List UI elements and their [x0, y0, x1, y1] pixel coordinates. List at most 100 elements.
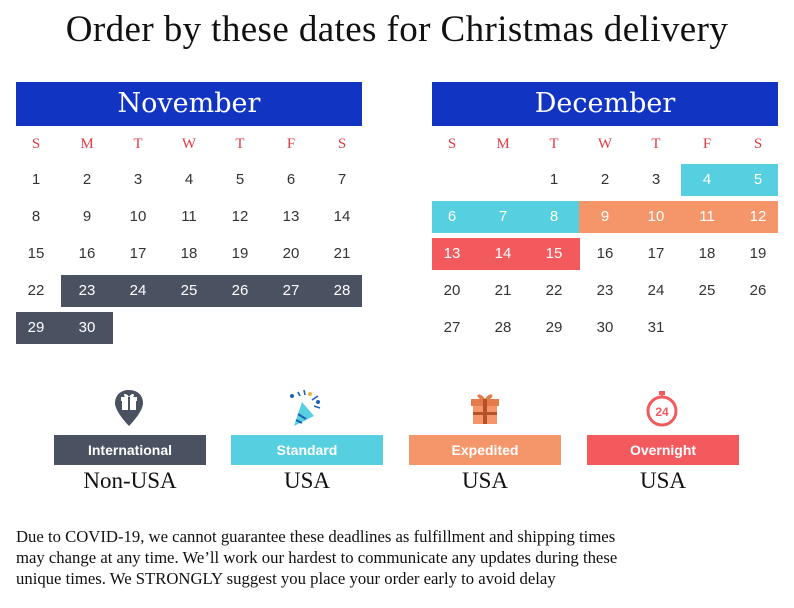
gift-box-icon	[463, 386, 507, 430]
standard-shipping-band	[432, 201, 580, 233]
day-cell: 20	[282, 245, 300, 262]
day-cell: 19	[231, 245, 249, 262]
weekday-label: F	[702, 136, 712, 152]
day-cell: 15	[545, 245, 563, 262]
day-cell: 17	[647, 245, 665, 262]
day-cell: 28	[333, 282, 351, 299]
notice-line: may change at any time. We’ll work our h…	[16, 548, 618, 567]
weekday-label: T	[235, 136, 245, 152]
day-cell: 22	[545, 282, 563, 299]
month-header: November	[16, 82, 362, 126]
day-cell: 26	[749, 282, 767, 299]
day-cell: 4	[702, 171, 712, 188]
svg-text:24: 24	[655, 405, 669, 419]
day-cell: 12	[749, 208, 767, 225]
day-cell: 5	[235, 171, 245, 188]
day-cell: 16	[78, 245, 96, 262]
day-cell: 7	[498, 208, 508, 225]
day-cell: 24	[647, 282, 665, 299]
standard-shipping-band	[681, 164, 778, 196]
standard-legend-bar: Standard	[231, 435, 383, 465]
day-cell: 21	[494, 282, 512, 299]
day-cell: 6	[447, 208, 457, 225]
day-cell: 13	[282, 208, 300, 225]
day-cell: 1	[31, 171, 41, 188]
day-cell: 18	[698, 245, 716, 262]
day-cell: 7	[337, 171, 347, 188]
international-region-label: Non-USA	[83, 468, 177, 493]
day-cell: 18	[180, 245, 198, 262]
day-grid: 1 2 3 4 5 6 7 8 9 10 11 12 13 14 15 16 17 18 19 20 21 22 23 24 2…	[432, 162, 778, 352]
day-cell: 22	[27, 282, 45, 299]
weekday-label: T	[133, 136, 143, 152]
day-cell: 9	[82, 208, 92, 225]
day-cell: 10	[647, 208, 665, 225]
weekday-header-row: S M T W T F S	[432, 126, 778, 162]
weekday-label: W	[597, 136, 613, 152]
day-cell: 4	[184, 171, 194, 188]
international-shipping-band	[61, 275, 362, 307]
day-cell: 11	[699, 208, 715, 225]
day-cell: 21	[333, 245, 351, 262]
notice-line: Due to COVID-19, we cannot guarantee the…	[16, 527, 616, 546]
day-cell: 13	[443, 245, 461, 262]
covid-notice: Due to COVID-19, we cannot guarantee the…	[16, 526, 786, 589]
day-cell: 27	[443, 319, 461, 336]
overnight-legend-bar: Overnight	[587, 435, 739, 465]
day-cell: 29	[545, 319, 563, 336]
day-cell: 3	[133, 171, 143, 188]
day-cell: 23	[78, 282, 96, 299]
day-cell: 28	[494, 319, 512, 336]
day-cell: 19	[749, 245, 767, 262]
day-cell: 8	[549, 208, 559, 225]
day-cell: 9	[600, 208, 610, 225]
page-title: Order by these dates for Christmas deliv…	[65, 9, 729, 50]
day-cell: 25	[698, 282, 716, 299]
gift-location-pin-icon	[107, 386, 151, 430]
weekday-label: M	[80, 136, 94, 152]
notice-line: unique times. We STRONGLY suggest you pl…	[16, 569, 556, 588]
day-cell: 12	[231, 208, 249, 225]
day-cell: 1	[549, 171, 559, 188]
weekday-label: S	[337, 136, 347, 152]
day-cell: 23	[596, 282, 614, 299]
day-cell: 30	[596, 319, 614, 336]
international-shipping-band	[16, 312, 113, 344]
day-cell: 2	[600, 171, 610, 188]
party-popper-icon	[284, 386, 328, 430]
weekday-label: S	[31, 136, 41, 152]
expedited-region-label: USA	[461, 468, 508, 493]
day-cell: 8	[31, 208, 41, 225]
day-cell: 10	[129, 208, 147, 225]
month-header: December	[432, 82, 778, 126]
day-cell: 5	[753, 171, 763, 188]
weekday-label: S	[753, 136, 763, 152]
weekday-label: F	[286, 136, 296, 152]
expedited-shipping-band	[579, 201, 778, 233]
day-cell: 25	[180, 282, 198, 299]
weekday-label: W	[181, 136, 197, 152]
weekday-header-row: S M T W T F S	[16, 126, 362, 162]
day-cell: 11	[181, 208, 197, 225]
weekday-label: T	[651, 136, 661, 152]
day-cell: 14	[333, 208, 351, 225]
day-cell: 14	[494, 245, 512, 262]
december-calendar: December S M T W T F S 1 2 3 4 5 6 7 8 9 10 11 12 13…	[432, 82, 778, 352]
day-cell: 6	[286, 171, 296, 188]
weekday-label: T	[549, 136, 559, 152]
day-cell: 24	[129, 282, 147, 299]
day-cell: 15	[27, 245, 45, 262]
day-cell: 27	[282, 282, 300, 299]
weekday-label: M	[496, 136, 510, 152]
november-calendar: November S M T W T F S 1 2 3 4 5 6 7 8 9 10 11 12 13…	[16, 82, 362, 352]
overnight-shipping-band	[432, 238, 580, 270]
day-cell: 3	[651, 171, 661, 188]
day-cell: 16	[596, 245, 614, 262]
weekday-label: S	[447, 136, 457, 152]
day-cell: 30	[78, 319, 96, 336]
international-legend-bar: International	[54, 435, 206, 465]
day-cell: 29	[27, 319, 45, 336]
day-grid: 1 2 3 4 5 6 7 8 9 10 11 12 13 14 15 16 17 18 19 20 21 22 23 24 2…	[16, 162, 362, 352]
day-cell: 20	[443, 282, 461, 299]
overnight-region-label: USA	[639, 468, 686, 493]
